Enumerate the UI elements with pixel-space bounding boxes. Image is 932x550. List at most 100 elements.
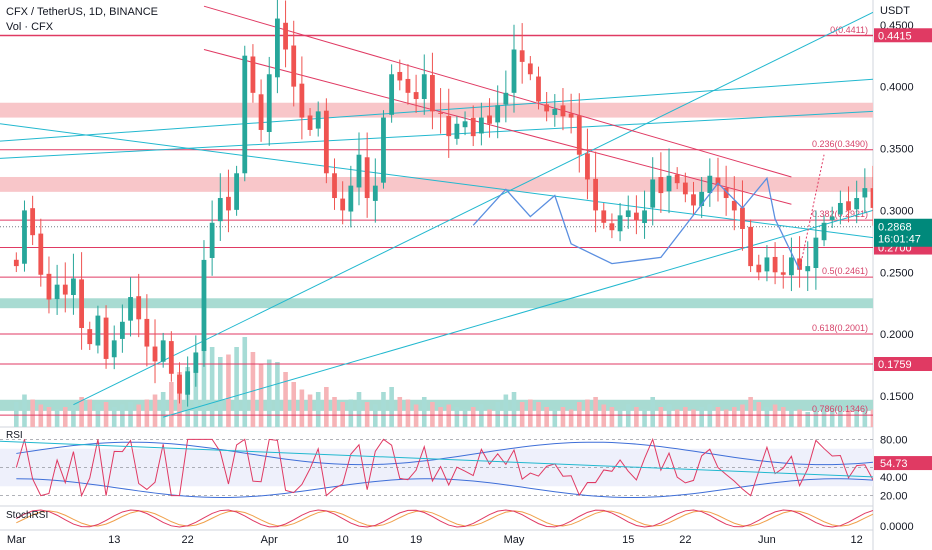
volume-bar bbox=[136, 404, 142, 427]
y-tick-label: 0.2500 bbox=[880, 267, 914, 279]
candle bbox=[715, 157, 721, 202]
volume-bar bbox=[348, 399, 354, 427]
candle bbox=[519, 23, 525, 84]
volume-bar bbox=[862, 404, 868, 427]
volume-bar bbox=[234, 347, 239, 427]
volume-bar bbox=[438, 407, 443, 427]
sr-zone bbox=[0, 399, 873, 411]
candle bbox=[152, 319, 158, 384]
candle bbox=[46, 256, 52, 314]
candle bbox=[789, 237, 794, 292]
volume-bar bbox=[797, 409, 802, 427]
volume-bar bbox=[731, 407, 737, 427]
volume-bar bbox=[536, 402, 541, 427]
candle bbox=[527, 56, 533, 81]
volume-bar bbox=[389, 387, 394, 427]
candle bbox=[87, 321, 93, 351]
candle bbox=[731, 176, 737, 231]
candle bbox=[201, 240, 207, 367]
candle bbox=[560, 88, 566, 131]
volume-bar bbox=[413, 404, 419, 427]
trendline[interactable] bbox=[0, 123, 873, 239]
candle bbox=[323, 98, 329, 184]
volume-bar bbox=[79, 397, 84, 427]
candle bbox=[348, 165, 354, 228]
candle bbox=[364, 132, 370, 218]
candle bbox=[446, 88, 452, 158]
volume-bar bbox=[789, 409, 794, 427]
volume-bar bbox=[291, 382, 297, 427]
rsi-upper-band bbox=[16, 441, 873, 466]
volume-bar bbox=[332, 397, 337, 427]
stoch-d-line bbox=[16, 510, 873, 527]
volume-bar bbox=[511, 392, 517, 427]
candle bbox=[821, 215, 827, 247]
candle bbox=[837, 190, 843, 225]
projection-path[interactable] bbox=[472, 176, 801, 271]
volume-bar bbox=[275, 362, 280, 427]
candle bbox=[217, 173, 223, 241]
volume-bar bbox=[756, 402, 762, 427]
candle bbox=[797, 236, 802, 288]
candle bbox=[617, 202, 623, 242]
candle bbox=[552, 94, 558, 127]
candle bbox=[389, 64, 395, 123]
volume-bar bbox=[454, 407, 460, 427]
candle bbox=[307, 108, 313, 136]
volume-bar bbox=[152, 394, 158, 427]
volume-bar bbox=[634, 407, 639, 427]
candle bbox=[854, 180, 860, 224]
volume-bar bbox=[87, 399, 93, 427]
volume-bar bbox=[201, 342, 207, 427]
volume-bar bbox=[625, 404, 631, 427]
volume-bar bbox=[169, 382, 174, 427]
volume-bar bbox=[585, 399, 590, 427]
candle bbox=[829, 206, 835, 229]
candle bbox=[756, 254, 762, 281]
trendline[interactable] bbox=[73, 11, 873, 406]
x-tick-label: 19 bbox=[410, 534, 422, 546]
rsi-trendline[interactable] bbox=[0, 440, 873, 478]
volume-bar bbox=[405, 399, 411, 427]
candle bbox=[397, 59, 403, 91]
volume-bar bbox=[462, 409, 468, 427]
candle bbox=[128, 277, 133, 337]
candle bbox=[38, 218, 44, 287]
volume-bar bbox=[54, 409, 60, 427]
volume-bar bbox=[430, 402, 435, 427]
volume-bar bbox=[707, 404, 713, 427]
volume-bar bbox=[528, 399, 533, 427]
candle bbox=[405, 64, 411, 105]
candle bbox=[356, 132, 362, 206]
volume-bar bbox=[470, 407, 476, 427]
trendline[interactable] bbox=[0, 78, 873, 142]
volume-bar bbox=[226, 354, 231, 427]
volume-bar bbox=[421, 397, 427, 427]
volume-bar bbox=[642, 409, 647, 427]
candle bbox=[536, 66, 541, 110]
candle bbox=[666, 148, 672, 214]
volume-bar bbox=[487, 409, 492, 427]
candle bbox=[862, 168, 868, 214]
volume-bar bbox=[544, 407, 549, 427]
fib-level-label: 0.786(0.1346) bbox=[812, 404, 868, 414]
candle bbox=[258, 79, 264, 142]
volume-bar bbox=[601, 404, 607, 427]
candle bbox=[95, 305, 101, 354]
candle bbox=[625, 195, 631, 229]
volume-bar bbox=[683, 407, 688, 427]
rsi-line bbox=[15, 437, 873, 498]
x-tick-label: 15 bbox=[622, 534, 634, 546]
candle bbox=[168, 331, 174, 382]
volume-bar bbox=[748, 397, 753, 427]
trendline[interactable] bbox=[0, 110, 873, 159]
trendline[interactable] bbox=[163, 209, 873, 418]
candle bbox=[764, 245, 770, 282]
candle bbox=[144, 294, 150, 367]
volume-bar bbox=[617, 409, 623, 427]
candle bbox=[136, 273, 142, 338]
x-tick-label: Jun bbox=[758, 534, 776, 546]
volume-bar bbox=[250, 352, 256, 427]
candle bbox=[544, 91, 550, 122]
